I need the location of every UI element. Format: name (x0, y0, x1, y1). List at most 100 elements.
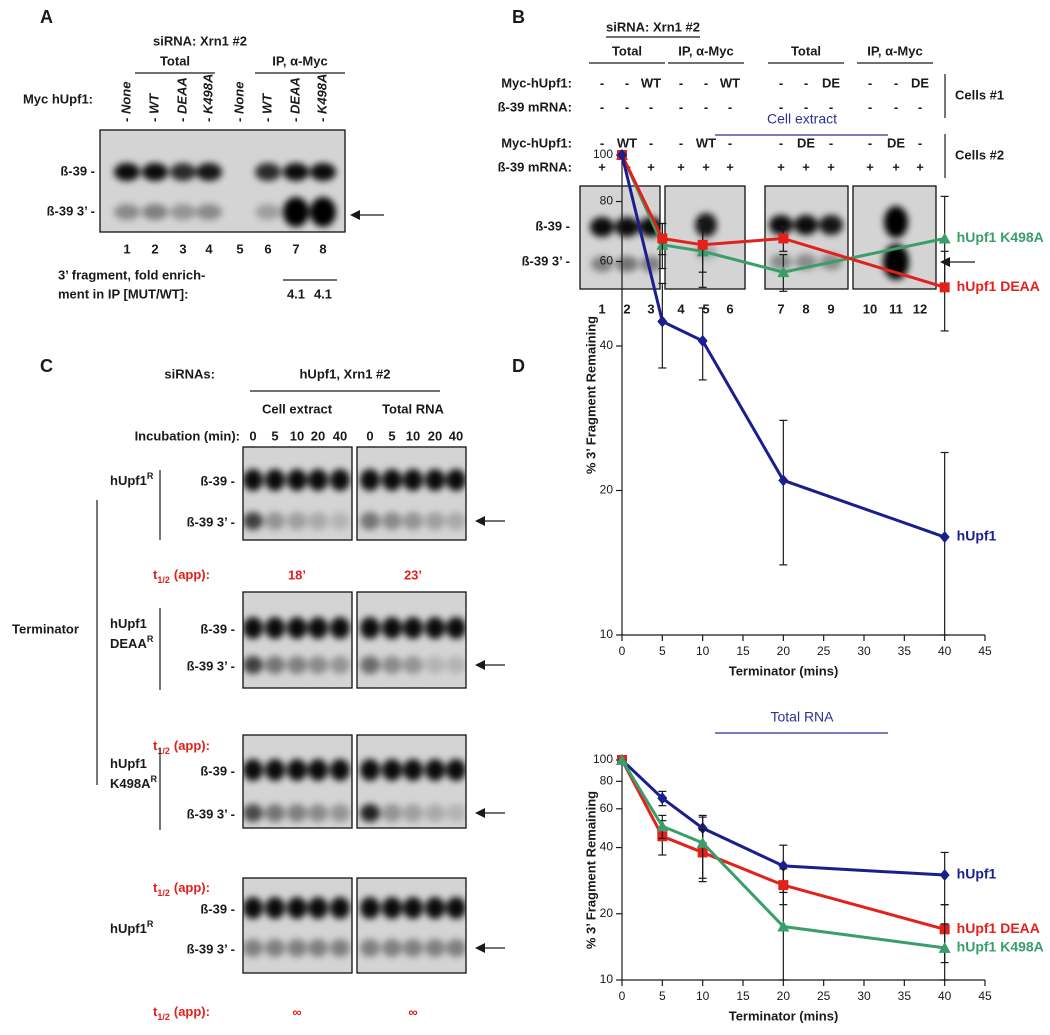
band (446, 759, 466, 781)
x-tick-label: 35 (898, 989, 912, 1003)
arrow-head (475, 660, 485, 670)
band (425, 804, 445, 822)
band (403, 759, 423, 781)
band (360, 469, 380, 491)
row-label-sup: R (147, 919, 154, 929)
row-label-text: hUpf1 (110, 616, 147, 631)
x-tick-label: 40 (938, 989, 952, 1003)
lane-condition: - (894, 75, 898, 90)
gel (242, 877, 353, 974)
lane-number: 4 (205, 241, 213, 256)
band (446, 939, 466, 957)
x-tick-label: 30 (857, 989, 871, 1003)
time-label: 0 (366, 428, 373, 443)
gel-bands (360, 469, 466, 530)
series-label: hUpf1 DEAA (957, 920, 1040, 936)
row-label-text: hUpf1 (110, 473, 147, 488)
band (446, 804, 466, 822)
sirna-label: siRNAs: (164, 366, 215, 381)
row-label-sup: R (147, 471, 154, 481)
lane-condition: - (779, 75, 783, 90)
row-label: hUpf1 (110, 616, 147, 631)
condition-label: Cell extract (262, 401, 333, 416)
lane-number: 7 (292, 241, 299, 256)
marker (617, 149, 627, 161)
band (330, 512, 350, 530)
marker (697, 239, 708, 250)
band (243, 939, 263, 957)
gel (356, 877, 467, 974)
lane-condition: - (704, 99, 708, 114)
lane-condition: + (916, 159, 924, 174)
marker (656, 820, 669, 832)
group-label: IP, α-Myc (867, 43, 922, 58)
condition-label: Total RNA (382, 401, 444, 416)
band (243, 804, 263, 822)
lane-condition: - (600, 99, 604, 114)
lane-number: 7 (777, 301, 784, 316)
marker (697, 334, 708, 347)
gel-bands (360, 759, 466, 822)
band (265, 656, 285, 674)
y-tick-label: 20 (600, 906, 614, 920)
band-label: ß-39 - (535, 218, 570, 233)
band (425, 939, 445, 957)
band (310, 163, 336, 181)
lane-number: 5 (236, 241, 243, 256)
lane-number: 4 (677, 301, 685, 316)
panel-title: siRNA: Xrn1 #2 (606, 19, 700, 34)
lane-condition: - (868, 75, 872, 90)
x-tick-label: 0 (619, 989, 626, 1003)
x-tick-label: 5 (659, 989, 666, 1003)
band (425, 469, 445, 491)
band (425, 617, 445, 639)
y-tick-label: 20 (600, 483, 614, 497)
lane-number: 6 (726, 301, 733, 316)
band (382, 759, 402, 781)
band (425, 512, 445, 530)
band (287, 897, 307, 919)
fold-value: 4.1 (287, 286, 305, 301)
half-life-label: t1/2 (app): (153, 738, 210, 756)
band (769, 215, 793, 235)
gel (664, 185, 746, 290)
row-label: hUpf1R (110, 471, 154, 488)
band (382, 804, 402, 822)
band (308, 617, 328, 639)
lane-condition: + (866, 159, 874, 174)
lane-condition: - (625, 99, 629, 114)
half-life-value: ∞ (292, 1004, 301, 1019)
band (382, 656, 402, 674)
half-life-sub: 1/2 (157, 746, 170, 756)
band (770, 254, 792, 270)
lane-number: 1 (598, 301, 605, 316)
marker (777, 920, 790, 932)
band (287, 804, 307, 822)
marker (938, 941, 951, 953)
band (170, 204, 196, 220)
lane-condition: + (647, 159, 655, 174)
lane-label: - None (118, 82, 133, 122)
half-life-rest: (app): (174, 738, 210, 753)
marker (657, 792, 668, 805)
band (114, 204, 140, 220)
band (255, 204, 281, 220)
band (196, 163, 222, 181)
lane-number: 8 (802, 301, 809, 316)
chart-title: Cell extract (767, 111, 837, 127)
band (640, 256, 660, 272)
lane-number: 2 (623, 301, 630, 316)
y-axis-label: % 3’ Fragment Remaining (583, 791, 598, 949)
lane-condition: - (829, 99, 833, 114)
band-label: ß-39 - (60, 163, 95, 178)
marker (778, 474, 789, 487)
band (243, 656, 263, 674)
band (170, 163, 196, 181)
terminator-label: Terminator (12, 621, 79, 636)
lane-label: - WT (259, 93, 274, 122)
lane-condition: - (649, 135, 653, 150)
x-tick-label: 0 (619, 644, 626, 658)
band (243, 512, 263, 530)
band (287, 759, 307, 781)
